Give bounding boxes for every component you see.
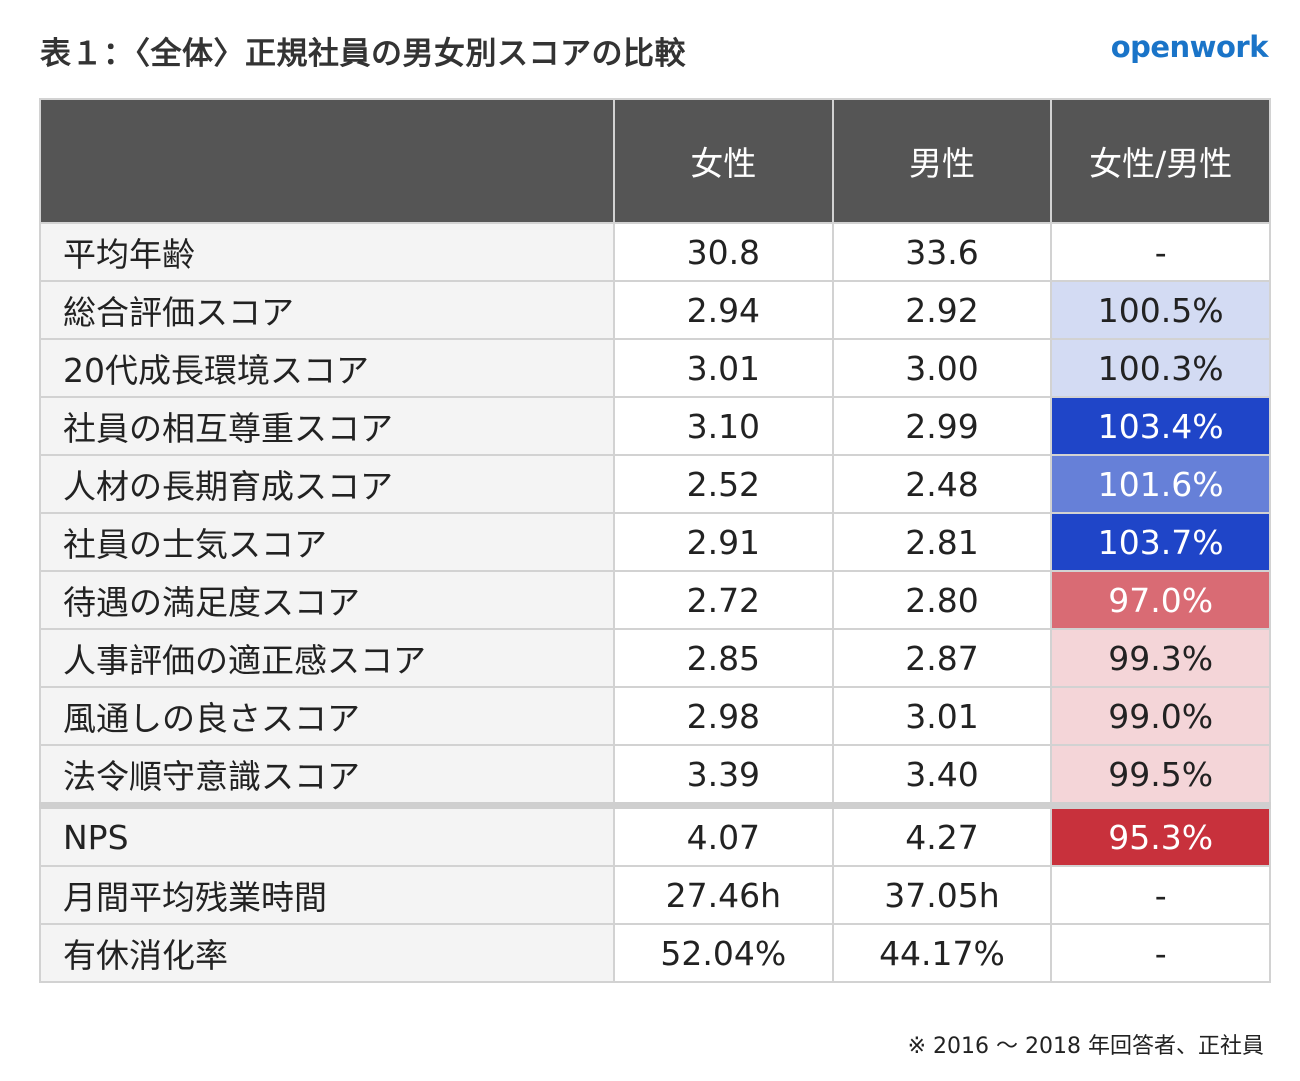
male-value: 4.27: [831, 802, 1053, 867]
header-label: [39, 98, 615, 224]
table-row: 待遇の満足度スコア 2.72 2.80 97.0%: [39, 570, 1271, 630]
male-value: 44.17%: [831, 923, 1053, 983]
table-row: 平均年齢 30.8 33.6-: [39, 222, 1271, 282]
ratio-value: 97.0%: [1050, 570, 1271, 630]
table-row: 人事評価の適正感スコア 2.85 2.87 99.3%: [39, 628, 1271, 688]
page-title: 表１：〈全体〉正規社員の男女別スコアの比較: [40, 36, 686, 72]
row-label: NPS: [39, 802, 615, 867]
female-value: 2.85: [613, 628, 834, 688]
table-row: 有休消化率 52.04% 44.17% -: [39, 923, 1271, 983]
female-value: 2.72: [613, 570, 834, 630]
male-value: 33.6: [831, 222, 1053, 282]
male-value: 2.81: [831, 512, 1053, 572]
row-label: 有休消化率: [39, 923, 615, 983]
table-row: NPS 4.07 4.27 95.3%: [39, 802, 1271, 867]
table-row: 人材の長期育成スコア 2.52 2.48 101.6%: [39, 454, 1271, 514]
row-label: 平均年齢: [39, 222, 615, 282]
table-row: 20代成長環境スコア 3.01 3.00 100.3%: [39, 338, 1271, 398]
male-value: 2.99: [831, 396, 1053, 456]
male-value: 3.01: [831, 686, 1053, 746]
table-row: 社員の相互尊重スコア 3.10 2.99 103.4%: [39, 396, 1271, 456]
ratio-value: -: [1050, 865, 1271, 925]
female-value: 3.39: [613, 744, 834, 807]
table-row: 法令順守意識スコア 3.39 3.40 99.5%: [39, 744, 1271, 807]
table-row: 月間平均残業時間 27.46h 37.05h -: [39, 865, 1271, 925]
male-value: 2.87: [831, 628, 1053, 688]
header-ratio: 女性/男性: [1050, 98, 1271, 224]
row-label: 風通しの良さスコア: [39, 686, 615, 746]
row-label: 総合評価スコア: [39, 280, 615, 340]
footnote: ※ 2016 ～ 2018 年回答者、正社員: [907, 1034, 1264, 1059]
female-value: 27.46h: [613, 865, 834, 925]
ratio-value: 100.5%: [1050, 280, 1271, 340]
header-row: 女性 男性 女性/男性: [39, 98, 1271, 224]
row-label: 人事評価の適正感スコア: [39, 628, 615, 688]
female-value: 2.52: [613, 454, 834, 514]
header-female: 女性: [613, 98, 834, 224]
male-value: 3.40: [831, 744, 1053, 807]
row-label: 20代成長環境スコア: [39, 338, 615, 398]
table-row: 風通しの良さスコア 2.98 3.01 99.0%: [39, 686, 1271, 746]
male-value: 3.00: [831, 338, 1053, 398]
row-label: 社員の士気スコア: [39, 512, 615, 572]
female-value: 3.01: [613, 338, 834, 398]
ratio-value: 101.6%: [1050, 454, 1271, 514]
ratio-value: 100.3%: [1050, 338, 1271, 398]
ratio-value: -: [1050, 222, 1271, 282]
female-value: 2.91: [613, 512, 834, 572]
male-value: 37.05h: [831, 865, 1053, 925]
female-value: 4.07: [613, 802, 834, 867]
male-value: 2.92: [831, 280, 1053, 340]
female-value: 2.98: [613, 686, 834, 746]
row-label: 法令順守意識スコア: [39, 744, 615, 807]
table-row: 社員の士気スコア 2.91 2.81 103.7%: [39, 512, 1271, 572]
comparison-table: 女性 男性 女性/男性 平均年齢 30.8 33.6- 総合評価スコア 2.94 2.92…: [39, 98, 1271, 983]
ratio-value: -: [1050, 923, 1271, 983]
ratio-value: 99.3%: [1050, 628, 1271, 688]
ratio-value: 99.5%: [1050, 744, 1271, 807]
row-label: 待遇の満足度スコア: [39, 570, 615, 630]
male-value: 2.48: [831, 454, 1053, 514]
female-value: 3.10: [613, 396, 834, 456]
header-male: 男性: [831, 98, 1053, 224]
female-value: 52.04%: [613, 923, 834, 983]
ratio-value: 99.0%: [1050, 686, 1271, 746]
table-row: 総合評価スコア 2.94 2.92 100.5%: [39, 280, 1271, 340]
openwork-logo: openwork: [1110, 30, 1269, 64]
female-value: 2.94: [613, 280, 834, 340]
ratio-value: 103.7%: [1050, 512, 1271, 572]
row-label: 月間平均残業時間: [39, 865, 615, 925]
row-label: 社員の相互尊重スコア: [39, 396, 615, 456]
row-label: 人材の長期育成スコア: [39, 454, 615, 514]
male-value: 2.80: [831, 570, 1053, 630]
ratio-value: 103.4%: [1050, 396, 1271, 456]
female-value: 30.8: [613, 222, 834, 282]
ratio-value: 95.3%: [1050, 802, 1271, 867]
